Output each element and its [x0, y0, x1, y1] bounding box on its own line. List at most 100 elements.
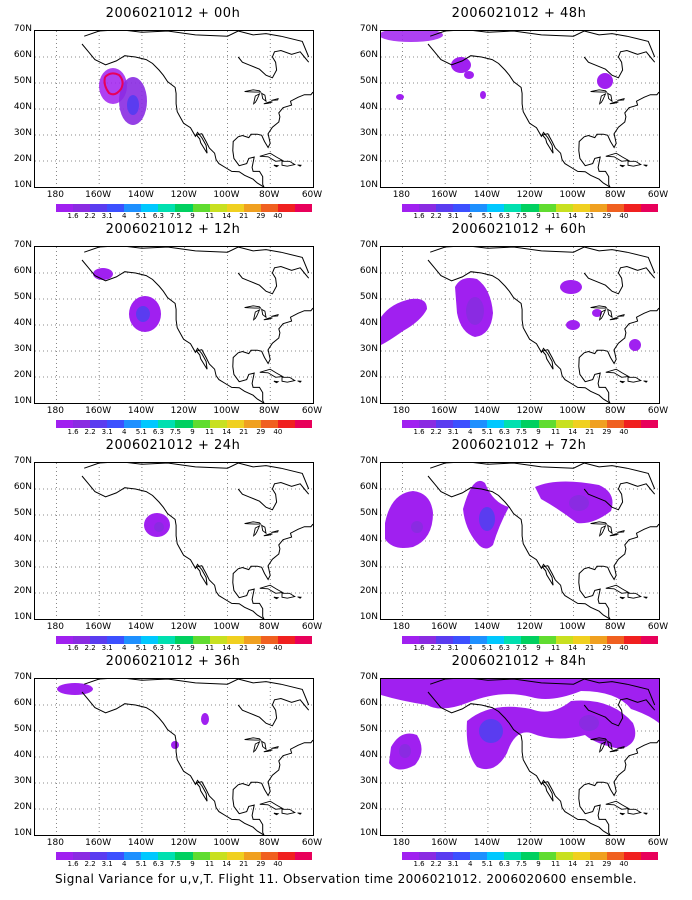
- lat-tick-label: 30N: [13, 776, 32, 786]
- lat-tick-label: 10N: [13, 180, 32, 190]
- colorbar-tick-label: 4: [122, 428, 127, 436]
- lon-tick-label: 160W: [85, 190, 112, 200]
- coastline-path: [84, 679, 310, 706]
- colorbar-segment: [277, 636, 295, 644]
- colorbar-segment: [90, 852, 108, 860]
- lon-tick-label: 80W: [605, 190, 626, 200]
- map-area: [380, 462, 660, 620]
- colorbar-segment: [606, 420, 624, 428]
- colorbar-tick-label: 3.1: [101, 644, 113, 652]
- coastline-path: [297, 596, 302, 599]
- coastline-path: [619, 380, 626, 384]
- colorbar-tick-label: 6.3: [152, 212, 164, 220]
- colorbar-segment: [124, 852, 142, 860]
- colorbar-tick-label: 4: [468, 644, 473, 652]
- colorbar-segment: [572, 636, 590, 644]
- signal-blob: [480, 91, 486, 99]
- colorbar-segment: [158, 420, 176, 428]
- colorbar-tick-label: 11: [205, 428, 215, 436]
- coastline-path: [427, 43, 611, 187]
- colorbar-segment: [226, 420, 244, 428]
- figure-caption: Signal Variance for u,v,T. Flight 11. Ob…: [55, 872, 637, 886]
- coastline-path: [598, 524, 607, 537]
- colorbar-segment: [124, 636, 142, 644]
- map-area: [34, 678, 314, 836]
- coastline-path: [430, 31, 656, 58]
- lon-tick-label: 80W: [259, 406, 280, 416]
- colorbar-labels: 1.6 2.2 3.1 4 5.1 6.3 7.5 9 11 14 21 29 40: [402, 212, 658, 222]
- colorbar-segment: [623, 420, 641, 428]
- colorbar-segment: [402, 852, 420, 860]
- lat-tick-label: 70N: [359, 24, 378, 34]
- colorbar-segment: [73, 204, 91, 212]
- coastline-path: [263, 101, 273, 105]
- lon-tick-label: 120W: [170, 406, 197, 416]
- colorbar-segment: [226, 636, 244, 644]
- lat-tick-label: 70N: [13, 240, 32, 250]
- lat-tick-label: 60N: [13, 266, 32, 276]
- colorbar-segment: [453, 636, 471, 644]
- colorbar-segment: [606, 204, 624, 212]
- colorbar-tick-label: 3.1: [447, 860, 459, 868]
- colorbar-segment: [453, 204, 471, 212]
- colorbar-segment: [226, 852, 244, 860]
- signal-blob: [399, 744, 411, 758]
- signal-blob: [566, 320, 580, 330]
- colorbar-segment: [623, 636, 641, 644]
- colorbar-segment: [606, 852, 624, 860]
- map-area: [34, 462, 314, 620]
- colorbar-segment: [56, 204, 74, 212]
- lat-tick-label: 10N: [13, 396, 32, 406]
- lon-tick-label: 100W: [559, 190, 586, 200]
- coastline-path: [583, 49, 656, 79]
- coastline: [427, 463, 659, 619]
- lat-tick-label: 50N: [359, 508, 378, 518]
- coastline-path: [271, 313, 279, 317]
- lat-tick-label: 50N: [13, 508, 32, 518]
- coastline-path: [619, 164, 626, 168]
- colorbar-tick-label: 21: [239, 212, 249, 220]
- map-svg: [381, 247, 659, 403]
- colorbar: [56, 420, 312, 428]
- colorbar: [402, 636, 658, 644]
- colorbar-segment: [402, 420, 420, 428]
- colorbar-segment: [73, 420, 91, 428]
- lat-tick-label: 30N: [359, 560, 378, 570]
- lat-tick-label: 20N: [13, 154, 32, 164]
- colorbar-tick-label: 21: [585, 212, 595, 220]
- coastline-path: [244, 89, 262, 93]
- lon-tick-label: 160W: [85, 406, 112, 416]
- colorbar-tick-label: 3.1: [447, 212, 459, 220]
- signal-blob: [479, 507, 495, 531]
- coastline-path: [427, 475, 611, 619]
- lat-tick-label: 60N: [359, 698, 378, 708]
- lon-tick-label: 100W: [559, 406, 586, 416]
- lon-tick-label: 60W: [301, 622, 323, 632]
- lon-tick-label: 140W: [473, 406, 500, 416]
- signal-blob: [592, 309, 602, 317]
- colorbar-segment: [572, 852, 590, 860]
- coastline-path: [259, 368, 285, 378]
- coastline-path: [81, 691, 265, 835]
- coastline-path: [252, 740, 261, 753]
- lat-tick-label: 20N: [359, 586, 378, 596]
- lat-tick-label: 40N: [13, 750, 32, 760]
- coastline-path: [643, 812, 648, 815]
- colorbar-segment: [436, 636, 454, 644]
- signal-blob: [171, 741, 179, 749]
- colorbar-tick-label: 6.3: [498, 428, 510, 436]
- coastline-path: [259, 584, 285, 594]
- colorbar-segment: [175, 636, 193, 644]
- colorbar-tick-label: 40: [619, 644, 629, 652]
- lat-tick-label: 30N: [13, 128, 32, 138]
- coastline-path: [244, 737, 262, 741]
- map-svg: [35, 463, 313, 619]
- colorbar-segment: [294, 852, 312, 860]
- lat-tick-label: 60N: [359, 482, 378, 492]
- coastline-path: [578, 739, 659, 835]
- map-panel-12h: 2006021012 + 12h 1.6 2.2 3.1 4 5.1 6.3 7.5 9 11 1…: [0, 216, 346, 436]
- coastline: [81, 679, 313, 835]
- coastline-path: [81, 475, 265, 619]
- coastline-path: [252, 308, 261, 321]
- map-area: [34, 246, 314, 404]
